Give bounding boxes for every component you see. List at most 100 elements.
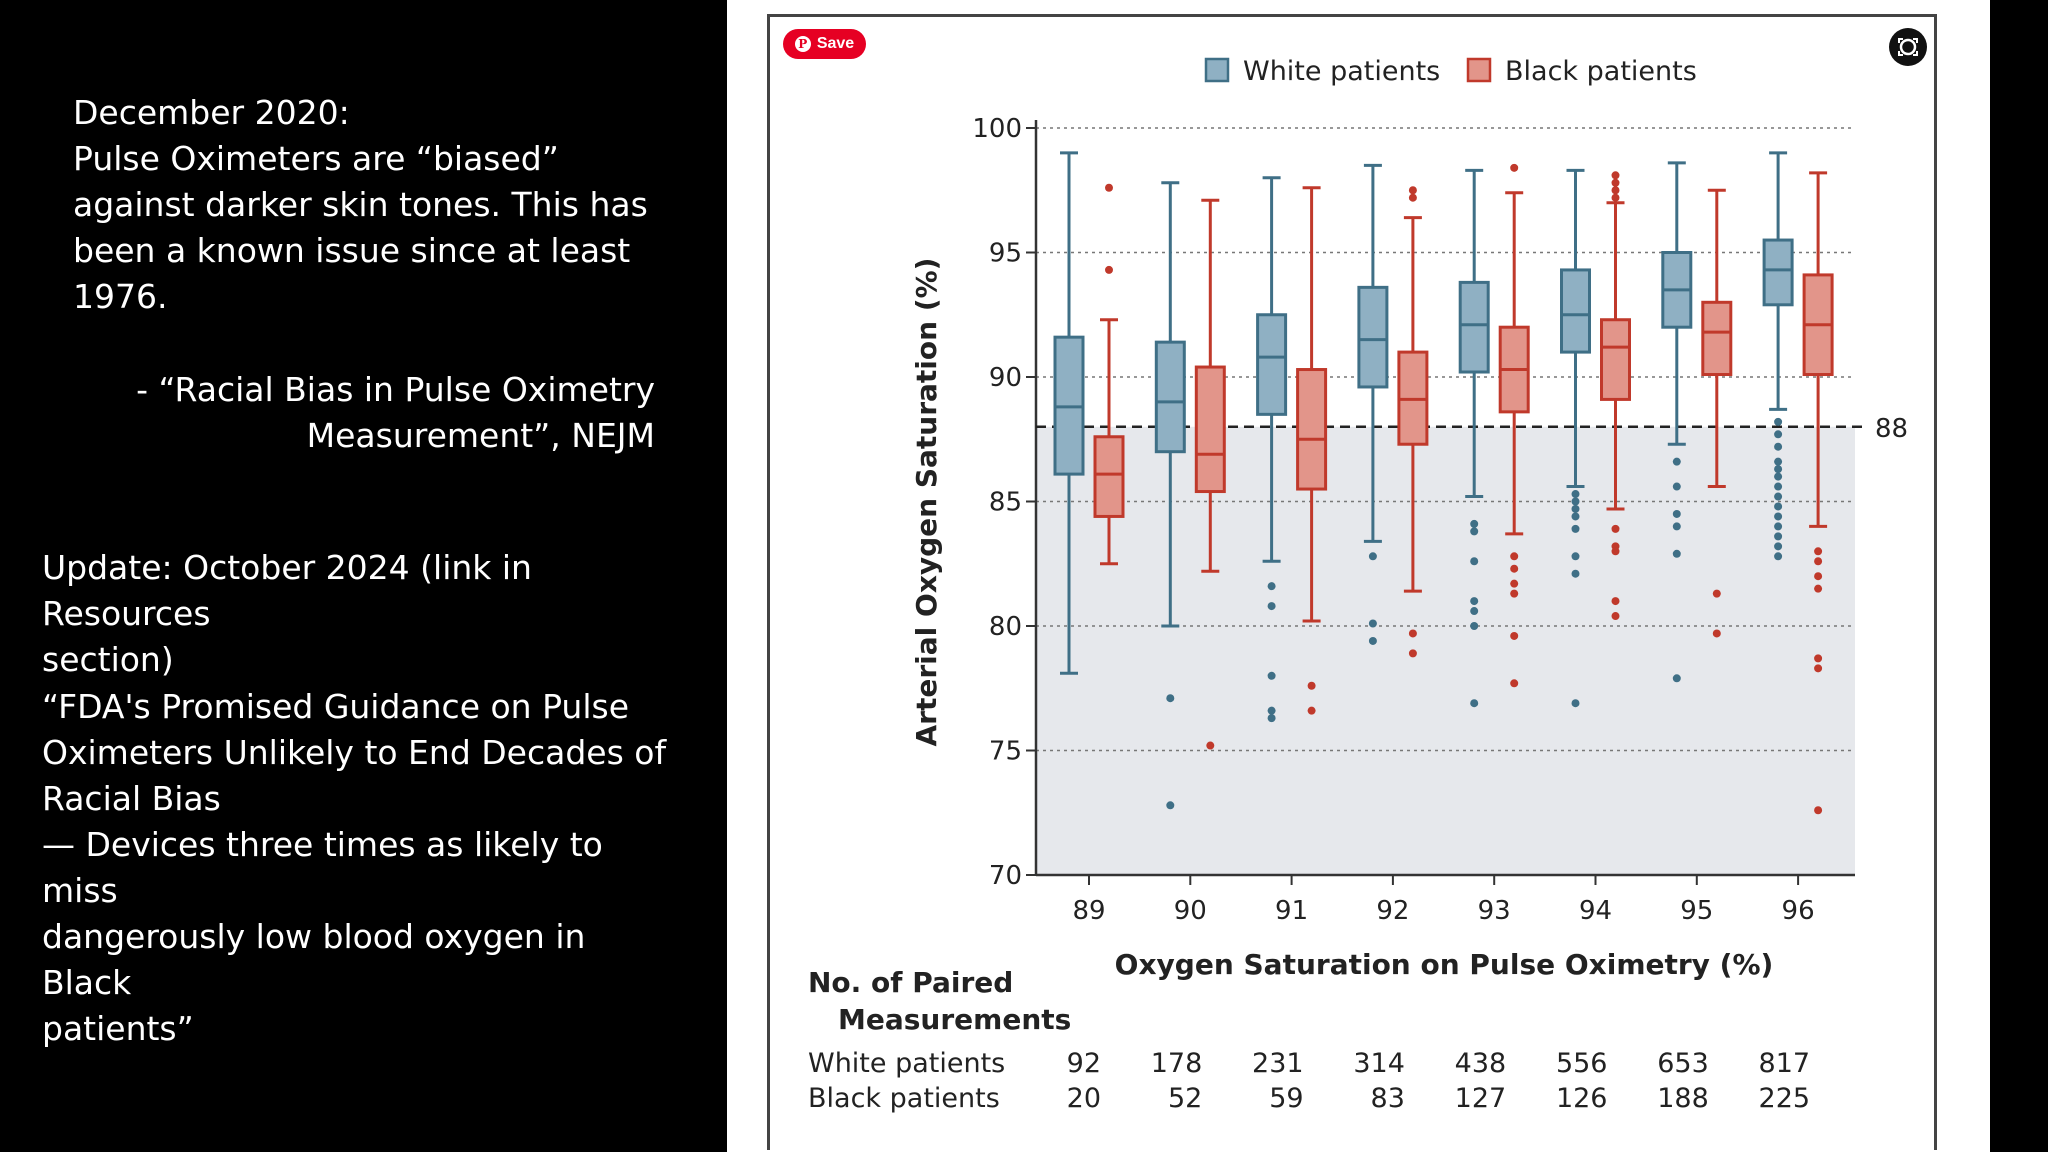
white-patients-outlier [1166, 801, 1175, 810]
paired-row-label: White patients [808, 1048, 1005, 1079]
white-patients-outlier [1267, 602, 1276, 611]
black-patients-outlier [1814, 547, 1823, 556]
black-patients-outlier [1510, 631, 1519, 640]
paired-count: 653 [1657, 1048, 1709, 1079]
black-patients-outlier [1307, 706, 1316, 715]
x-tick-label: 89 [1072, 896, 1105, 926]
paired-count: 231 [1252, 1048, 1304, 1079]
black-patients-outlier [1105, 183, 1113, 192]
white-patients-outlier [1571, 512, 1580, 521]
white-patients-outlier [1470, 519, 1479, 528]
white-patients-outlier [1672, 457, 1681, 466]
black-patients-outlier [1814, 584, 1823, 593]
black-patients-outlier [1510, 579, 1519, 588]
update-note: Update: October 2024 (link in Resources … [42, 545, 682, 683]
black-patients-outlier [1510, 163, 1519, 172]
white-patients-box [1256, 313, 1288, 416]
paired-measurements-title: No. of Paired [808, 966, 1013, 999]
white-patients-outlier [1774, 442, 1783, 451]
legend-swatch [1466, 57, 1492, 83]
white-patients-outlier [1267, 671, 1276, 680]
white-patients-outlier [1774, 465, 1783, 474]
white-patients-outlier [1774, 430, 1783, 439]
x-tick-label: 92 [1376, 896, 1409, 926]
paired-count: 178 [1151, 1048, 1203, 1079]
paired-count: 92 [1067, 1048, 1101, 1079]
black-patients-box [1701, 300, 1733, 377]
y-tick-label: 95 [989, 239, 1022, 269]
white-patients-outlier [1267, 714, 1276, 723]
white-patients-outlier [1571, 699, 1580, 708]
white-patients-outlier [1774, 532, 1783, 541]
paired-count: 188 [1657, 1083, 1709, 1114]
quote-line: been a known issue since at least [73, 231, 631, 270]
black-patients-outlier [1712, 589, 1721, 598]
y-tick-label: 100 [972, 114, 1022, 144]
paired-measurements-title: Measurements [838, 1003, 1071, 1036]
paired-count: 225 [1759, 1083, 1811, 1114]
black-patients-box [1093, 435, 1125, 518]
white-patients-outlier [1267, 706, 1276, 715]
below-threshold-region [1036, 426, 1855, 875]
black-patients-outlier [1408, 649, 1417, 658]
paired-count: 126 [1556, 1083, 1608, 1114]
white-patients-outlier [1774, 492, 1783, 501]
visual-search-icon [1898, 38, 1918, 56]
black-patients-outlier [1408, 629, 1417, 638]
x-tick-label: 91 [1275, 896, 1308, 926]
white-patients-outlier [1470, 557, 1479, 566]
paired-count: 127 [1455, 1083, 1507, 1114]
y-axis-label: Arterial Oxygen Saturation (%) [910, 258, 943, 747]
white-patients-outlier [1368, 552, 1377, 561]
black-patients-outlier [1510, 552, 1519, 561]
threshold-label: 88 [1875, 414, 1908, 444]
paired-count: 52 [1168, 1083, 1202, 1114]
fda-line: “FDA's Promised Guidance on Pulse [42, 687, 629, 726]
x-axis-label: Oxygen Saturation on Pulse Oximetry (%) [1115, 948, 1774, 981]
white-patients-outlier [1470, 527, 1479, 536]
fda-quote: “FDA's Promised Guidance on Pulse Oximet… [42, 684, 682, 1052]
black-patients-outlier [1814, 806, 1823, 815]
white-patients-box [1762, 238, 1794, 307]
white-patients-outlier [1470, 622, 1479, 630]
white-patients-outlier [1571, 497, 1580, 506]
quote-line: 1976. [73, 277, 168, 316]
black-patients-outlier [1611, 186, 1620, 195]
save-button[interactable]: P Save [783, 29, 866, 59]
quote-line: December 2020: [73, 93, 350, 132]
black-patients-outlier [1510, 679, 1519, 688]
visual-search-button[interactable] [1889, 28, 1927, 66]
x-tick-label: 94 [1579, 896, 1612, 926]
paired-count: 438 [1455, 1048, 1507, 1079]
white-patients-outlier [1571, 504, 1580, 513]
white-patients-outlier [1470, 699, 1479, 708]
black-patients-outlier [1611, 178, 1620, 187]
black-patients-outlier [1611, 547, 1620, 556]
black-patients-outlier [1611, 524, 1620, 533]
attribution-line: Measurement”, NEJM [306, 416, 655, 455]
attribution-line: - “Racial Bias in Pulse Oximetry [136, 370, 655, 409]
white-patients-outlier [1166, 694, 1175, 703]
black-patients-outlier [1510, 564, 1519, 573]
white-patients-outlier [1672, 522, 1681, 531]
paired-count: 556 [1556, 1048, 1608, 1079]
black-patients-outlier [1814, 664, 1823, 673]
y-tick-label: 90 [989, 363, 1022, 393]
y-tick-label: 85 [989, 488, 1022, 518]
paired-row-label: Black patients [808, 1083, 1000, 1114]
update-line: Update: October 2024 (link in Resources [42, 548, 532, 633]
paired-count: 314 [1353, 1048, 1405, 1079]
white-patients-outlier [1774, 472, 1783, 481]
white-patients-outlier [1774, 502, 1783, 511]
legend-label: White patients [1243, 56, 1440, 87]
black-patients-outlier [1307, 681, 1316, 690]
quote-line: Pulse Oximeters are “biased” [73, 139, 559, 178]
white-patients-box [1357, 285, 1389, 389]
quote-line: against darker skin tones. This has [73, 185, 648, 224]
black-patients-box [1296, 368, 1328, 491]
quote-block: December 2020: Pulse Oximeters are “bias… [73, 90, 693, 320]
black-patients-outlier [1712, 629, 1721, 638]
white-patients-outlier [1470, 607, 1479, 616]
white-patients-outlier [1774, 482, 1783, 491]
